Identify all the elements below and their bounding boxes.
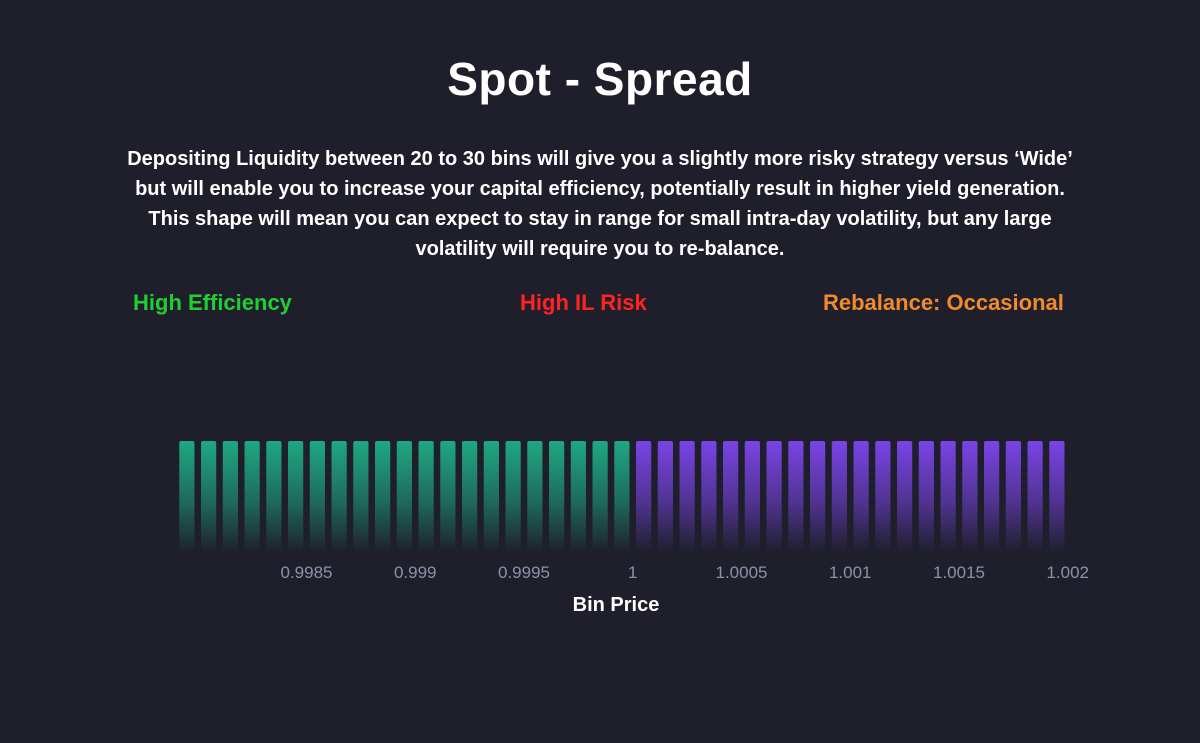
bin-bar-above [810,441,826,551]
description-line: but will enable you to increase your cap… [135,178,1065,200]
description-line: volatility will require you to re-balanc… [415,238,785,260]
bin-bar-below [592,441,608,551]
bin-bar-below [353,441,369,551]
x-tick-label: 1.0015 [933,563,985,582]
bin-bar-below [570,441,586,551]
bin-bar-above [744,441,760,551]
bin-bar-above [657,441,673,551]
bin-bar-above [1005,441,1021,551]
bin-bar-below [179,441,195,551]
bin-bar-above [831,441,847,551]
bin-bar-above [984,441,1000,551]
bin-bar-above [723,441,739,551]
bin-bar-below [440,441,456,551]
bin-bar-below [244,441,260,551]
bin-bar-below [375,441,391,551]
bin-bar-above [788,441,804,551]
bin-bar-below [288,441,304,551]
bin-bar-below [418,441,434,551]
bin-bar-above [940,441,956,551]
bars-group [179,441,1065,551]
x-tick-label: 1.0005 [716,563,768,582]
bin-bar-above [962,441,978,551]
x-tick-label: 1.002 [1046,563,1089,582]
bin-bar-below [549,441,565,551]
metric-il-risk: High IL Risk [520,290,647,315]
metric-efficiency: High Efficiency [133,290,292,315]
bin-bar-below [309,441,325,551]
bin-bar-above [679,441,695,551]
description-line: Depositing Liquidity between 20 to 30 bi… [127,148,1073,170]
metric-rebalance: Rebalance: Occasional [823,290,1064,315]
x-tick-label: 0.9995 [498,563,550,582]
x-tick-label: 0.9985 [281,563,333,582]
x-tick-labels: 0.9985 0.999 0.9995 1 1.0005 1.001 1.0015 1.002 [281,563,1090,582]
bin-bar-below [462,441,478,551]
bin-bar-below [614,441,630,551]
page-title: Spot - Spread [447,53,753,105]
bin-bar-below [527,441,543,551]
bin-bar-below [396,441,412,551]
bin-bar-above [766,441,782,551]
bin-bar-above [636,441,652,551]
bin-bar-above [853,441,869,551]
bin-bar-below [483,441,499,551]
bin-bar-above [897,441,913,551]
bin-bar-below [266,441,282,551]
bin-bar-above [875,441,891,551]
bin-bar-below [201,441,217,551]
bin-bar-above [918,441,934,551]
bin-bar-below [505,441,521,551]
x-tick-label: 0.999 [394,563,437,582]
x-tick-label: 1.001 [829,563,872,582]
description-line: This shape will mean you can expect to s… [148,208,1052,230]
bin-bar-above [1049,441,1065,551]
bin-bar-above [1027,441,1043,551]
description: Depositing Liquidity between 20 to 30 bi… [60,144,1140,264]
x-axis-title: Bin Price [573,594,660,616]
x-tick-label: 1 [628,563,637,582]
bin-bar-below [331,441,347,551]
bin-bar-above [701,441,717,551]
bin-bar-below [222,441,238,551]
